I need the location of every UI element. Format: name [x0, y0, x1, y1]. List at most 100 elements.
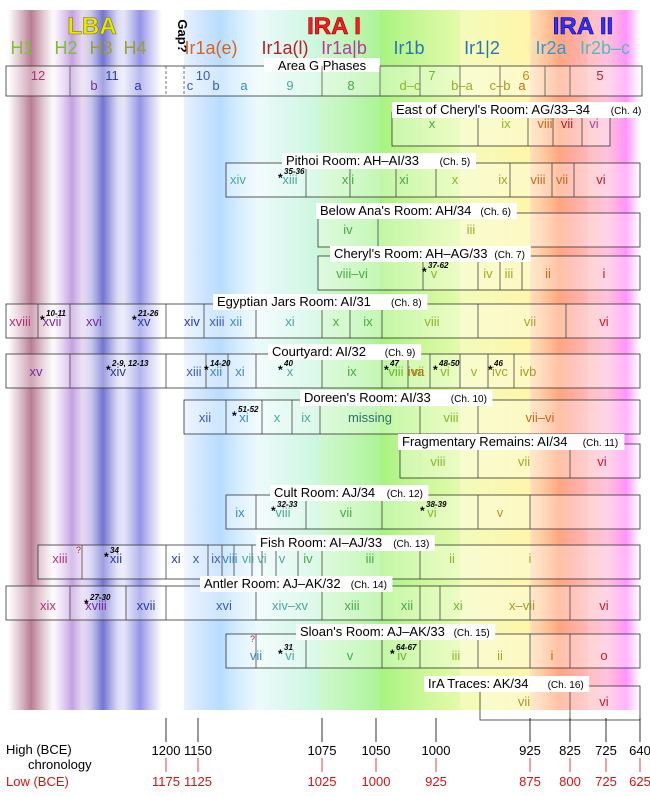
room-phase: xvii: [137, 598, 156, 613]
uncertain-mark: ?: [76, 545, 81, 555]
area-g-phase: 12: [31, 68, 45, 83]
room-phase: vi: [427, 505, 437, 520]
room-phase: ix: [235, 505, 245, 520]
ref-number: 48-50: [438, 359, 460, 368]
room-phase: xiii: [52, 551, 67, 566]
room-chapter: (Ch. 5): [440, 157, 471, 168]
room-phase: vii: [524, 314, 536, 329]
room-row: Courtyard: AI/32 (Ch. 9) xv xiv xiii xii xi x ix…: [5, 344, 641, 389]
room-title: Antler Room: AJ–AK/32: [204, 576, 341, 591]
strata-label: H1: [10, 38, 33, 58]
high-tick-label: 1150: [184, 743, 212, 758]
room-phase: ivb: [520, 364, 537, 379]
uncertain-mark: ?: [250, 634, 255, 644]
room-chapter: (Ch. 12): [387, 489, 423, 500]
room-row: East of Cheryl's Room: AG/33–34 (Ch. 4) x i…: [391, 102, 648, 147]
ref-number: 38-39: [426, 500, 447, 509]
ref-star: *: [40, 313, 45, 327]
room-title-bg: [300, 390, 493, 406]
low-tick-label: 1000: [362, 774, 391, 789]
room-row: Below Ana's Room: AH/34 (Ch. 6) iv iii: [316, 203, 641, 248]
ref-number: 21-26: [137, 309, 159, 318]
room-phase: xii: [110, 551, 122, 566]
room-title: Sloan's Room: AJ–AK/33: [300, 624, 445, 639]
room-phase: i: [551, 648, 554, 663]
room-row: Egyptian Jars Room: AI/31 (Ch. 8)xviii xvi…: [5, 294, 641, 339]
area-g-phase: 6: [522, 68, 529, 83]
ref-number: 40: [283, 359, 293, 368]
ref-star: *: [271, 504, 276, 518]
low-tick-label: 875: [519, 774, 541, 789]
low-chronology-label: Low (BCE): [6, 774, 69, 789]
room-row: Antler Room: AJ–AK/32 (Ch. 14) xix xviii xvi…: [5, 576, 641, 621]
room-phase: ix: [301, 410, 311, 425]
room-title-bg: [268, 344, 422, 360]
area-g-phase: 5: [596, 68, 603, 83]
strata-label: Ir1a(l): [261, 38, 308, 58]
room-phase: o: [600, 648, 607, 663]
band-h1: [8, 10, 54, 710]
ref-star: *: [106, 363, 111, 377]
room-title-bg: [270, 485, 429, 501]
room-row: Fish Room: AI–AJ/33 (Ch. 13)xiii xii xi x ix v…: [37, 535, 641, 580]
ref-star: *: [278, 363, 283, 377]
room-phase: viii–vi: [336, 266, 368, 281]
room-phase: ix: [363, 314, 373, 329]
room-rows: East of Cheryl's Room: AG/33–34 (Ch. 4)x i…: [5, 102, 648, 721]
room-phase: ix: [347, 364, 357, 379]
band-h3: [82, 10, 124, 710]
ira1-label: IRA I: [307, 13, 361, 40]
area-g-phase: d–c: [400, 78, 421, 93]
room-title: IrA Traces: AK/34: [428, 676, 528, 691]
room-phase: viii: [275, 505, 290, 520]
room-phase: vi: [597, 454, 607, 469]
room-phase: xiii: [186, 364, 201, 379]
high-tick-label: 1200: [152, 743, 181, 758]
band-ir2bc: [588, 10, 626, 710]
room-phase: vii–vi: [526, 410, 555, 425]
room-phase: viii: [388, 364, 403, 379]
room-title: Pithoi Room: AH–AI/33: [286, 153, 419, 168]
room-phase: xi: [399, 172, 409, 187]
room-phase: xiv: [184, 314, 200, 329]
room-phase: i: [529, 551, 532, 566]
low-tick-label: 725: [595, 774, 617, 789]
ref-star: *: [278, 647, 283, 661]
strata-label: Ir1b: [393, 38, 424, 58]
room-phase: x: [193, 551, 200, 566]
area-g-phase: 8: [347, 78, 354, 93]
room-phase: ix: [211, 551, 221, 566]
ref-number: 14-20: [210, 359, 231, 368]
room-title-bg: [316, 203, 517, 219]
ref-number: 32-33: [277, 500, 298, 509]
room-title: Fragmentary Remains: AI/34: [402, 434, 567, 449]
room-phase: viii: [222, 551, 237, 566]
lba-label: LBA: [67, 13, 116, 40]
ref-star: *: [132, 313, 137, 327]
room-phase: ii: [545, 266, 551, 281]
room-phase: vi: [599, 314, 609, 329]
ref-star: *: [232, 409, 237, 423]
band-end: [626, 10, 640, 710]
area-g-phase: b: [212, 78, 219, 93]
room-row: Pithoi Room: AH–AI/33 (Ch. 5)xiv xiii xii xi…: [225, 153, 641, 198]
room-phase: ii: [449, 551, 455, 566]
room-title-bg: [296, 624, 496, 640]
room-phase: viii: [424, 314, 439, 329]
ref-number: 35-36: [284, 167, 305, 176]
low-tick-label: 625: [629, 774, 650, 789]
strata-label: Gap?: [175, 19, 190, 52]
chronology-caption: chronology: [28, 757, 92, 772]
band-ir1-2: [460, 10, 530, 710]
room-phase: xii: [210, 364, 222, 379]
room-phase: x: [429, 116, 436, 131]
area-g-phase: 11: [105, 68, 119, 83]
room-phase: v: [347, 648, 354, 663]
strata-label: Ir1a|b: [321, 38, 367, 58]
room-row: Doreen's Room: AI/33 (Ch. 10) xii xi x ix miss…: [183, 390, 641, 435]
room-title: East of Cheryl's Room: AG/33–34: [396, 102, 590, 117]
room-phase: xiii: [282, 172, 297, 187]
low-tick-label: 1025: [308, 774, 337, 789]
room-title-bg: [200, 576, 393, 592]
room-phase: xii: [401, 598, 413, 613]
